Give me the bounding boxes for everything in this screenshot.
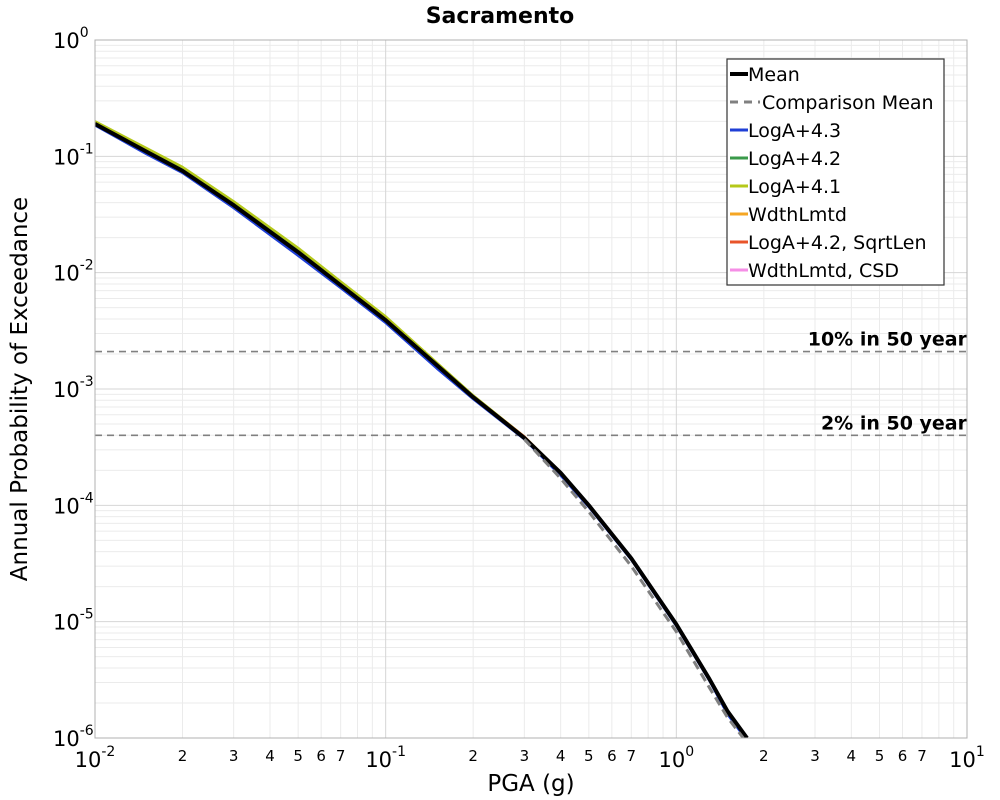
series-line-comparison-mean	[523, 438, 745, 738]
y-axis-ticks: 100 10-1 10-2 10-3 10-4 10-5 10-6	[53, 25, 94, 751]
x-tick-label: 101	[949, 744, 985, 772]
legend: Mean Comparison Mean LogA+4.3 LogA+4.2 LogA+…	[726, 58, 945, 286]
x-tick-label: 100	[659, 744, 695, 772]
x-minor-tick-label: 3	[810, 747, 820, 765]
x-minor-tick-label: 2	[178, 747, 188, 765]
x-minor-tick-label: 6	[316, 747, 326, 765]
y-axis-label: Annual Probability of Exceedance	[7, 197, 33, 581]
series-line-loga-4-2	[95, 121, 749, 738]
legend-item-label: LogA+4.2, SqrtLen	[748, 232, 927, 254]
legend-item-label: Comparison Mean	[762, 92, 934, 114]
series-line-wdthlmtd-csd	[95, 122, 749, 738]
y-tick-label: 10-6	[53, 723, 94, 751]
legend-item-label: WdthLmtd	[748, 204, 847, 226]
x-minor-tick-label: 5	[293, 747, 303, 765]
x-minor-tick-label: 6	[898, 747, 908, 765]
x-tick-label: 10-1	[365, 744, 406, 772]
legend-item-label: LogA+4.3	[748, 120, 841, 142]
y-tick-label: 100	[53, 25, 89, 53]
plot-frame	[94, 39, 968, 739]
legend-item-label: WdthLmtd, CSD	[748, 260, 899, 282]
x-minor-tick-label: 4	[265, 747, 275, 765]
x-axis-label: PGA (g)	[487, 771, 574, 797]
x-minor-tick-label: 4	[556, 747, 566, 765]
legend-box	[726, 58, 945, 286]
series-lines	[95, 120, 749, 738]
legend-item-label: LogA+4.1	[748, 176, 841, 198]
x-minor-tick-label: 3	[520, 747, 530, 765]
y-tick-label: 10-5	[53, 607, 94, 635]
y-tick-label: 10-1	[53, 141, 94, 169]
x-tick-label: 10-2	[75, 744, 116, 772]
x-minor-tick-label: 4	[847, 747, 857, 765]
legend-item-label: Mean	[748, 64, 800, 86]
x-minor-tick-label: 5	[584, 747, 594, 765]
series-line-loga-4-2-sqrtlen	[95, 122, 749, 738]
y-tick-label: 10-4	[53, 490, 94, 518]
series-line-loga-4-1	[95, 120, 749, 738]
reference-line-label: 2% in 50 year	[821, 412, 968, 434]
reference-lines: 10% in 50 year 2% in 50 year	[95, 329, 968, 437]
x-minor-tick-label: 7	[627, 747, 637, 765]
x-minor-tick-label: 7	[917, 747, 927, 765]
series-line-mean	[95, 122, 749, 738]
x-minor-tick-label: 2	[759, 747, 769, 765]
x-minor-tick-label: 5	[875, 747, 885, 765]
legend-item-label: LogA+4.2	[748, 148, 841, 170]
x-minor-tick-label: 3	[229, 747, 239, 765]
y-tick-label: 10-2	[53, 258, 94, 286]
x-minor-tick-label: 2	[468, 747, 478, 765]
y-tick-label: 10-3	[53, 374, 94, 402]
grid	[94, 39, 968, 739]
chart-title: Sacramento	[426, 4, 575, 29]
reference-line-label: 10% in 50 year	[808, 329, 968, 351]
series-line-wdthlmtd	[95, 122, 749, 738]
x-minor-tick-label: 7	[336, 747, 346, 765]
x-minor-tick-label: 6	[607, 747, 617, 765]
